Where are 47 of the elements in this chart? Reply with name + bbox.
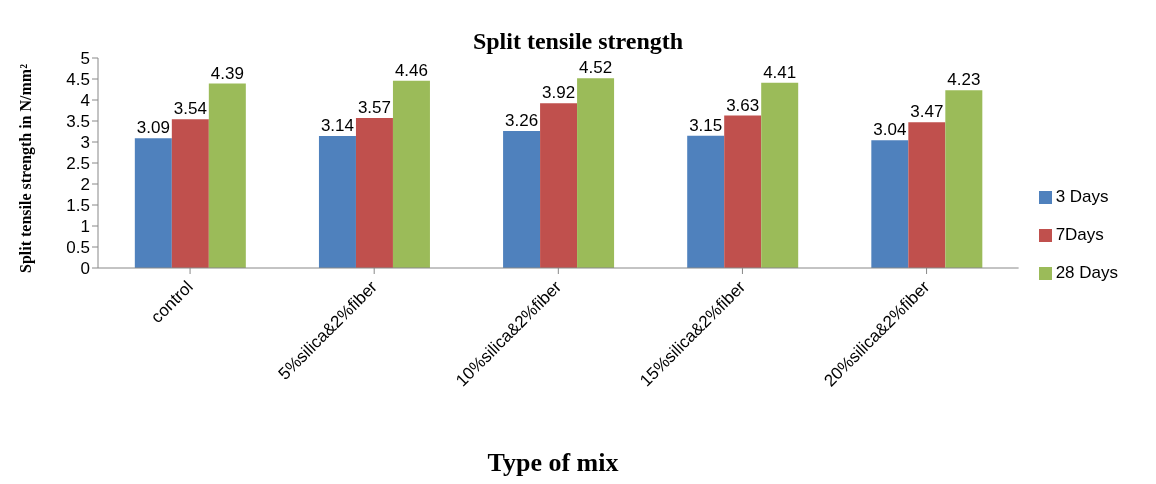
data-label: 4.52 (579, 58, 613, 78)
data-label: 3.92 (542, 83, 576, 103)
y-tick-label: 2 (80, 175, 90, 195)
data-label: 3.57 (357, 98, 391, 118)
data-label: 3.04 (873, 120, 907, 140)
legend-label: 3 Days (1055, 187, 1109, 206)
y-tick-label: 3 (80, 133, 90, 153)
y-tick-label: 3.5 (66, 112, 90, 132)
bar (945, 90, 983, 268)
data-label: 3.26 (505, 111, 539, 131)
bar (577, 78, 615, 268)
y-tick-label: 1 (80, 217, 90, 237)
bar (761, 82, 799, 268)
y-axis-title: Split tensile strength in N/mm² (16, 63, 35, 273)
bar (392, 80, 430, 268)
bar (208, 83, 246, 268)
bar (871, 140, 909, 268)
y-tick-label: 4.5 (66, 70, 90, 90)
bar (687, 135, 725, 268)
bar (171, 119, 209, 268)
bar (134, 138, 172, 268)
y-tick-label: 0 (80, 259, 90, 279)
bar (540, 103, 578, 268)
data-label: 4.41 (763, 62, 797, 82)
bar (503, 131, 541, 268)
data-label: 4.46 (394, 60, 428, 80)
y-tick-label: 0.5 (66, 238, 90, 258)
data-label: 4.39 (210, 63, 244, 83)
legend-label: 7Days (1055, 225, 1104, 244)
y-tick-label: 1.5 (66, 196, 90, 216)
y-tick-label: 2.5 (66, 154, 90, 174)
legend-label: 28 Days (1055, 263, 1118, 282)
data-label: 3.47 (910, 102, 944, 122)
data-label: 3.14 (320, 116, 354, 136)
data-label: 3.63 (726, 95, 760, 115)
data-label: 3.54 (173, 99, 207, 119)
bar (318, 136, 356, 268)
x-axis-title: Type of mix (486, 448, 620, 478)
data-label: 3.15 (689, 115, 723, 135)
y-tick-label: 4 (80, 91, 90, 111)
bar (724, 115, 762, 268)
bar (355, 118, 393, 268)
bar (908, 122, 946, 268)
y-tick-label: 5 (80, 49, 90, 69)
chart-title: Split tensile strength (472, 28, 684, 54)
data-label: 4.23 (947, 70, 981, 90)
data-label: 3.09 (136, 118, 170, 138)
